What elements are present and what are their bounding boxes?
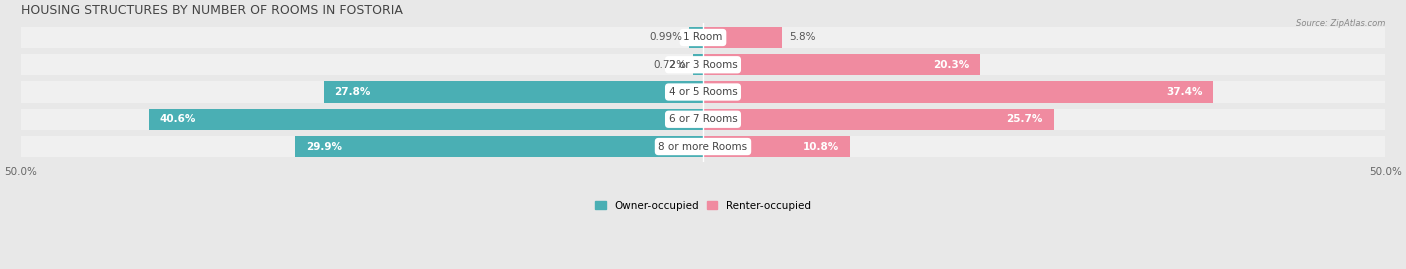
Bar: [689, 27, 703, 48]
Text: 0.72%: 0.72%: [654, 60, 686, 70]
Text: 0.99%: 0.99%: [650, 33, 683, 43]
Bar: [693, 54, 703, 75]
Bar: [21, 54, 1385, 75]
Bar: [21, 82, 1385, 103]
Bar: [21, 109, 1385, 130]
Bar: [703, 54, 980, 75]
Legend: Owner-occupied, Renter-occupied: Owner-occupied, Renter-occupied: [591, 196, 815, 215]
Bar: [703, 82, 1213, 103]
Text: 25.7%: 25.7%: [1007, 114, 1043, 124]
Text: 37.4%: 37.4%: [1166, 87, 1202, 97]
Bar: [149, 109, 703, 130]
Text: 1 Room: 1 Room: [683, 33, 723, 43]
Text: 10.8%: 10.8%: [803, 141, 839, 151]
Bar: [21, 136, 1385, 157]
Text: Source: ZipAtlas.com: Source: ZipAtlas.com: [1295, 19, 1385, 28]
Text: HOUSING STRUCTURES BY NUMBER OF ROOMS IN FOSTORIA: HOUSING STRUCTURES BY NUMBER OF ROOMS IN…: [21, 4, 402, 17]
Text: 4 or 5 Rooms: 4 or 5 Rooms: [669, 87, 737, 97]
Text: 2 or 3 Rooms: 2 or 3 Rooms: [669, 60, 737, 70]
Bar: [703, 136, 851, 157]
Text: 27.8%: 27.8%: [335, 87, 371, 97]
Bar: [703, 109, 1053, 130]
Bar: [295, 136, 703, 157]
Bar: [21, 27, 1385, 48]
Bar: [703, 27, 782, 48]
Text: 40.6%: 40.6%: [160, 114, 197, 124]
Text: 5.8%: 5.8%: [789, 33, 815, 43]
Bar: [323, 82, 703, 103]
Text: 29.9%: 29.9%: [307, 141, 342, 151]
Text: 20.3%: 20.3%: [934, 60, 969, 70]
Text: 8 or more Rooms: 8 or more Rooms: [658, 141, 748, 151]
Text: 6 or 7 Rooms: 6 or 7 Rooms: [669, 114, 737, 124]
